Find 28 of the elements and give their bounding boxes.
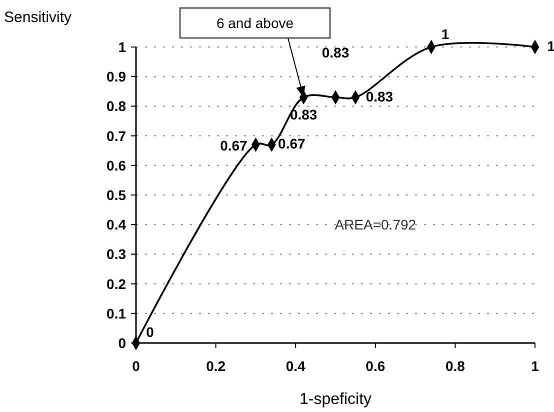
- annotation: 6 and above: [216, 15, 294, 31]
- x-tick-label: 1: [531, 358, 540, 374]
- x-tick-label: 0.2: [206, 358, 226, 374]
- y-tick-label: 0.4: [106, 216, 126, 233]
- x-tick-label: 0.6: [366, 358, 386, 374]
- y-tick-label: 0.1: [106, 305, 126, 322]
- x-tick-label: 0: [132, 358, 140, 374]
- data-label: 0.67: [220, 138, 248, 154]
- y-tick-label: 0: [118, 335, 126, 351]
- data-label: 1: [441, 26, 450, 42]
- y-tick-label: 0.6: [106, 157, 126, 174]
- y-axis-title: Sensitivity: [4, 9, 72, 26]
- x-tick-label: 0.4: [286, 358, 306, 374]
- y-tick-label: 0.3: [106, 246, 126, 262]
- y-tick-label: 0.7: [106, 128, 126, 144]
- x-axis-title: 1-speficity: [299, 391, 372, 408]
- y-tick-label: 0.8: [106, 98, 126, 114]
- data-label: 0.83: [290, 106, 318, 122]
- annotation: AREA=0.792: [334, 216, 416, 233]
- data-label: 0.83: [322, 44, 350, 60]
- y-tick-label: 0.5: [106, 187, 126, 203]
- y-tick-label: 0.9: [106, 68, 126, 85]
- data-label: 0: [146, 324, 154, 340]
- x-tick-label: 0.8: [445, 358, 466, 374]
- data-label: 0.67: [278, 136, 306, 152]
- y-tick-label: 1: [118, 39, 126, 55]
- data-label: 0.83: [366, 88, 394, 104]
- y-tick-label: 0.2: [106, 276, 126, 292]
